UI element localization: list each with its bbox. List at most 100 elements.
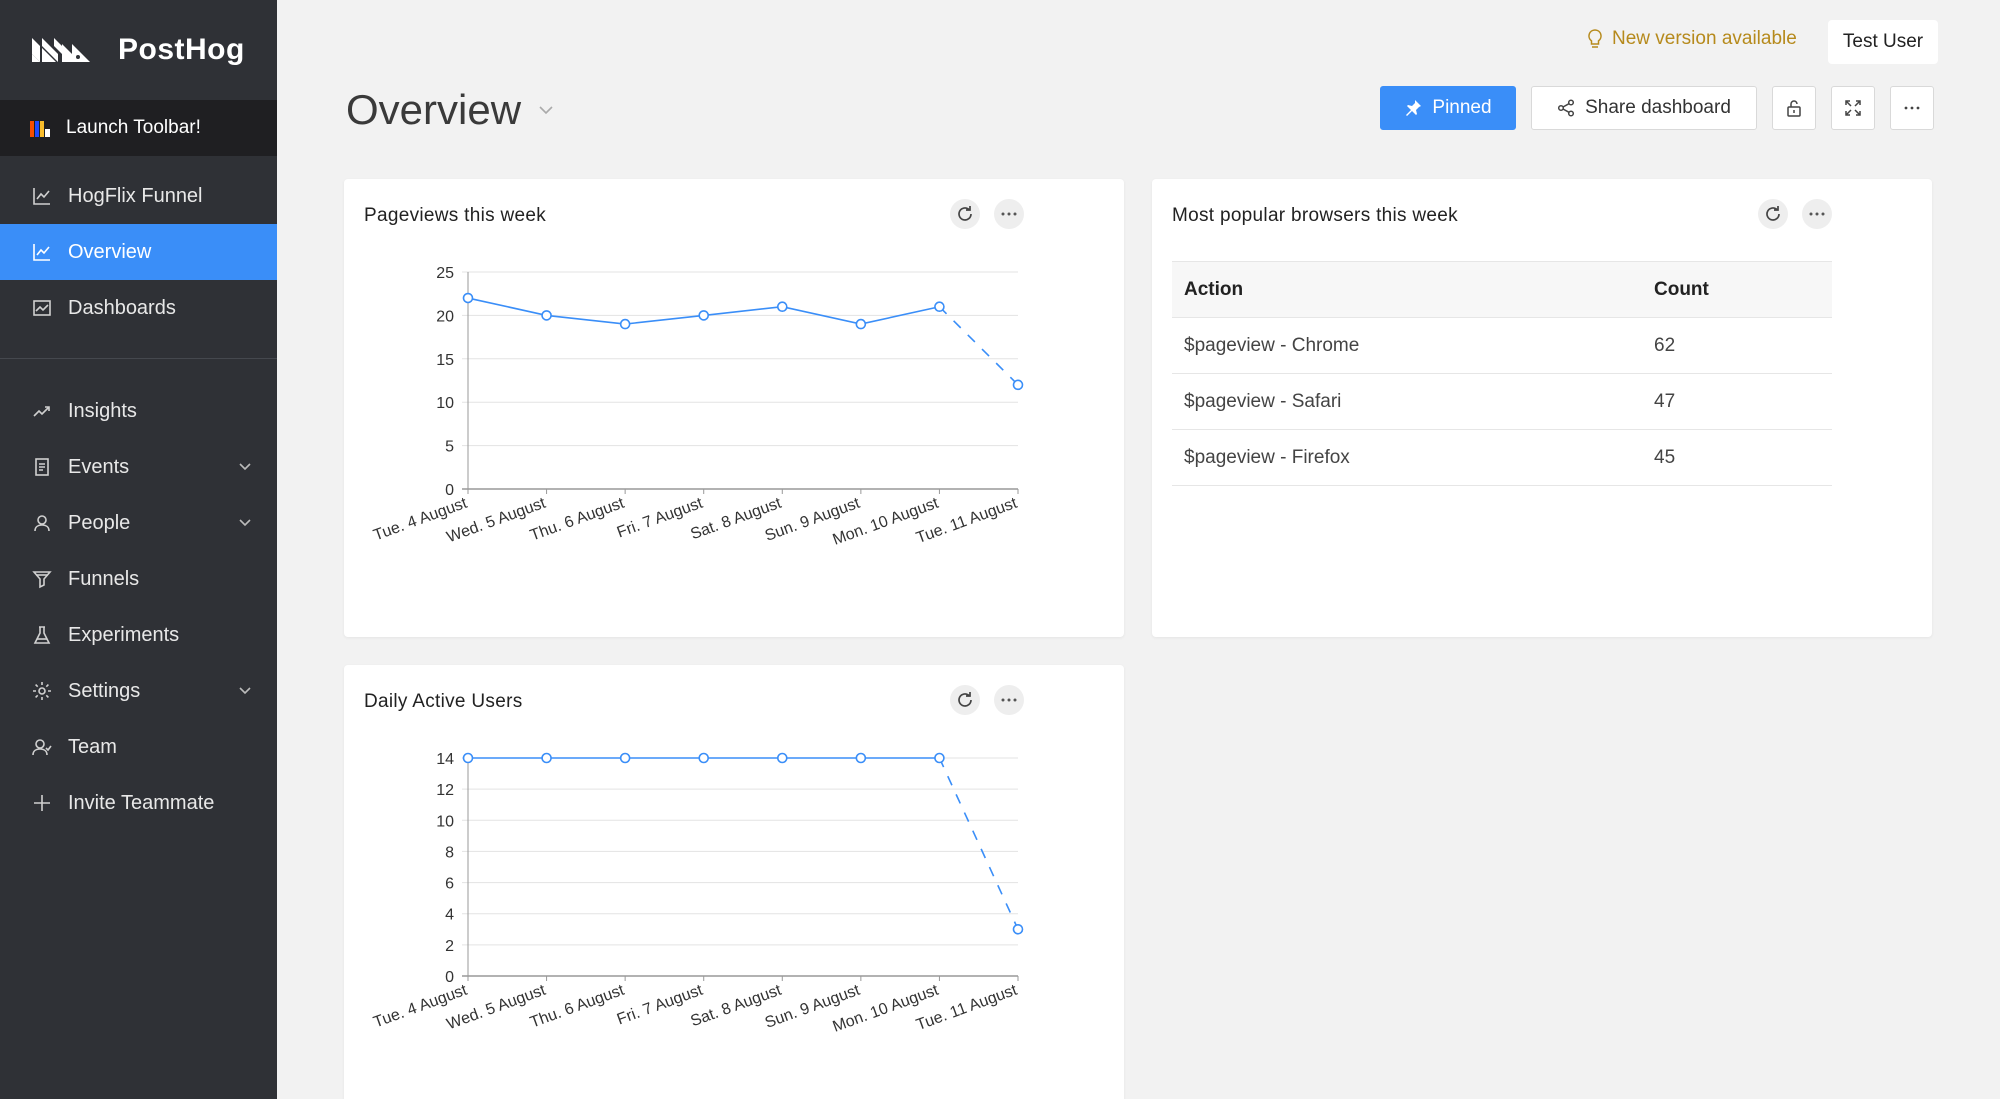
dau-card: Daily Active Users 0 2 4 6 8 10 12 14 Tue. 4 Aug… (344, 665, 1124, 1099)
sidebar-item-label: Dashboards (68, 296, 176, 319)
table-cell-action: $pageview - Chrome (1172, 317, 1642, 374)
y-tick-label: 10 (436, 395, 454, 412)
sidebar-item-label: Funnels (68, 567, 140, 590)
bulb-icon (1588, 29, 1602, 48)
sidebar-item-settings[interactable]: Settings (0, 663, 277, 719)
y-tick-label: 12 (436, 782, 454, 799)
y-tick-label: 5 (445, 439, 454, 456)
chevron-down-icon (239, 463, 251, 471)
card-menu-button[interactable] (1802, 199, 1832, 229)
chevron-down-icon (239, 687, 251, 695)
page-title[interactable]: Overview (346, 86, 555, 134)
new-version-label: New version available (1612, 28, 1797, 49)
column-header-action: Action (1172, 261, 1642, 318)
sidebar-item-label: Insights (68, 399, 137, 422)
reload-icon (958, 206, 972, 221)
card-title: Pageviews this week (364, 205, 547, 226)
launch-toolbar-button[interactable]: Launch Toolbar! (0, 100, 277, 156)
series-line-projection (938, 306, 1019, 386)
user-menu-button[interactable]: Test User (1828, 20, 1938, 64)
sidebar-item-label: Experiments (68, 623, 180, 646)
data-point (934, 752, 945, 764)
sidebar-divider (0, 358, 277, 359)
table-row[interactable]: $pageview - Safari 47 (1172, 373, 1832, 430)
table-header-row: Action Count (1172, 261, 1832, 318)
data-point (619, 752, 631, 764)
dashboard-icon (33, 300, 51, 316)
new-version-link[interactable]: New version available (1586, 28, 1797, 50)
app-name: PostHog (118, 33, 245, 66)
table-cell-action: $pageview - Firefox (1172, 429, 1642, 486)
data-point (462, 292, 474, 304)
chevron-down-icon (239, 519, 251, 527)
table-row[interactable]: $pageview - Chrome 62 (1172, 317, 1832, 374)
pushpin-icon (1406, 100, 1422, 116)
y-tick-label: 15 (436, 352, 454, 369)
data-point (541, 310, 552, 321)
data-point (619, 318, 631, 330)
data-point (1012, 379, 1024, 391)
sidebar: PostHog Launch Toolbar! HogFlix Funnel O… (0, 0, 277, 1099)
sidebar-item-label: People (68, 511, 131, 534)
sidebar-item-label: Settings (68, 679, 141, 702)
sidebar-item-team[interactable]: Team (0, 719, 277, 775)
y-tick-label: 14 (436, 751, 454, 768)
ellipsis-icon (1001, 212, 1017, 216)
plus-icon (34, 795, 50, 811)
line-chart-icon (33, 244, 50, 261)
sidebar-item-funnels[interactable]: Funnels (0, 551, 277, 607)
gear-icon (33, 682, 51, 700)
browsers-card: Most popular browsers this week Action C… (1152, 179, 1932, 637)
more-options-button[interactable] (1890, 86, 1934, 130)
y-tick-label: 6 (445, 876, 454, 893)
table-cell-count: 45 (1642, 429, 1832, 486)
y-tick-label: 0 (445, 969, 454, 986)
data-point (776, 301, 788, 313)
browsers-table: Action Count $pageview - Chrome 62 $page… (1172, 261, 1832, 486)
y-tick-label: 8 (445, 844, 454, 861)
user-icon (34, 515, 50, 532)
refresh-button[interactable] (950, 685, 980, 715)
ellipsis-icon (1809, 212, 1825, 216)
y-tick-label: 25 (436, 265, 454, 282)
share-dashboard-label: Share dashboard (1585, 97, 1731, 118)
team-icon (32, 739, 52, 756)
card-title: Daily Active Users (364, 691, 523, 712)
lock-button[interactable] (1772, 86, 1816, 130)
brand[interactable]: PostHog (0, 0, 277, 100)
share-dashboard-button[interactable]: Share dashboard (1531, 86, 1757, 130)
table-row[interactable]: $pageview - Firefox 45 (1172, 429, 1832, 486)
fullscreen-button[interactable] (1831, 86, 1875, 130)
sidebar-item-label: Team (68, 735, 117, 758)
sidebar-item-experiments[interactable]: Experiments (0, 607, 277, 663)
data-point (698, 752, 710, 764)
card-title: Most popular browsers this week (1172, 205, 1458, 226)
sidebar-item-hogflix-funnel[interactable]: HogFlix Funnel (0, 168, 277, 224)
pinned-label: Pinned (1432, 97, 1492, 118)
pinned-button[interactable]: Pinned (1380, 86, 1516, 130)
card-menu-button[interactable] (994, 685, 1024, 715)
data-point (698, 310, 710, 321)
card-menu-button[interactable] (994, 199, 1024, 229)
table-cell-count: 47 (1642, 373, 1832, 430)
funnel-icon (32, 571, 52, 589)
refresh-button[interactable] (950, 199, 980, 229)
flask-icon (33, 626, 51, 644)
pageviews-card: Pageviews this week 0 5 10 15 20 25 Tue. 4 Aug… (344, 179, 1124, 637)
posthog-logo-icon (32, 38, 90, 62)
sidebar-item-overview[interactable]: Overview (0, 224, 277, 280)
sidebar-item-insights[interactable]: Insights (0, 383, 277, 439)
sidebar-item-label: Events (68, 455, 130, 478)
y-tick-label: 4 (445, 907, 454, 924)
share-icon (1558, 99, 1575, 117)
sidebar-item-people[interactable]: People (0, 495, 277, 551)
launch-toolbar-label: Launch Toolbar! (66, 117, 201, 138)
sidebar-item-invite-teammate[interactable]: Invite Teammate (0, 775, 277, 831)
rise-icon (33, 406, 50, 417)
sidebar-item-events[interactable]: Events (0, 439, 277, 495)
refresh-button[interactable] (1758, 199, 1788, 229)
chevron-down-icon (539, 106, 553, 115)
data-point (1012, 923, 1024, 935)
sidebar-item-dashboards[interactable]: Dashboards (0, 280, 277, 336)
